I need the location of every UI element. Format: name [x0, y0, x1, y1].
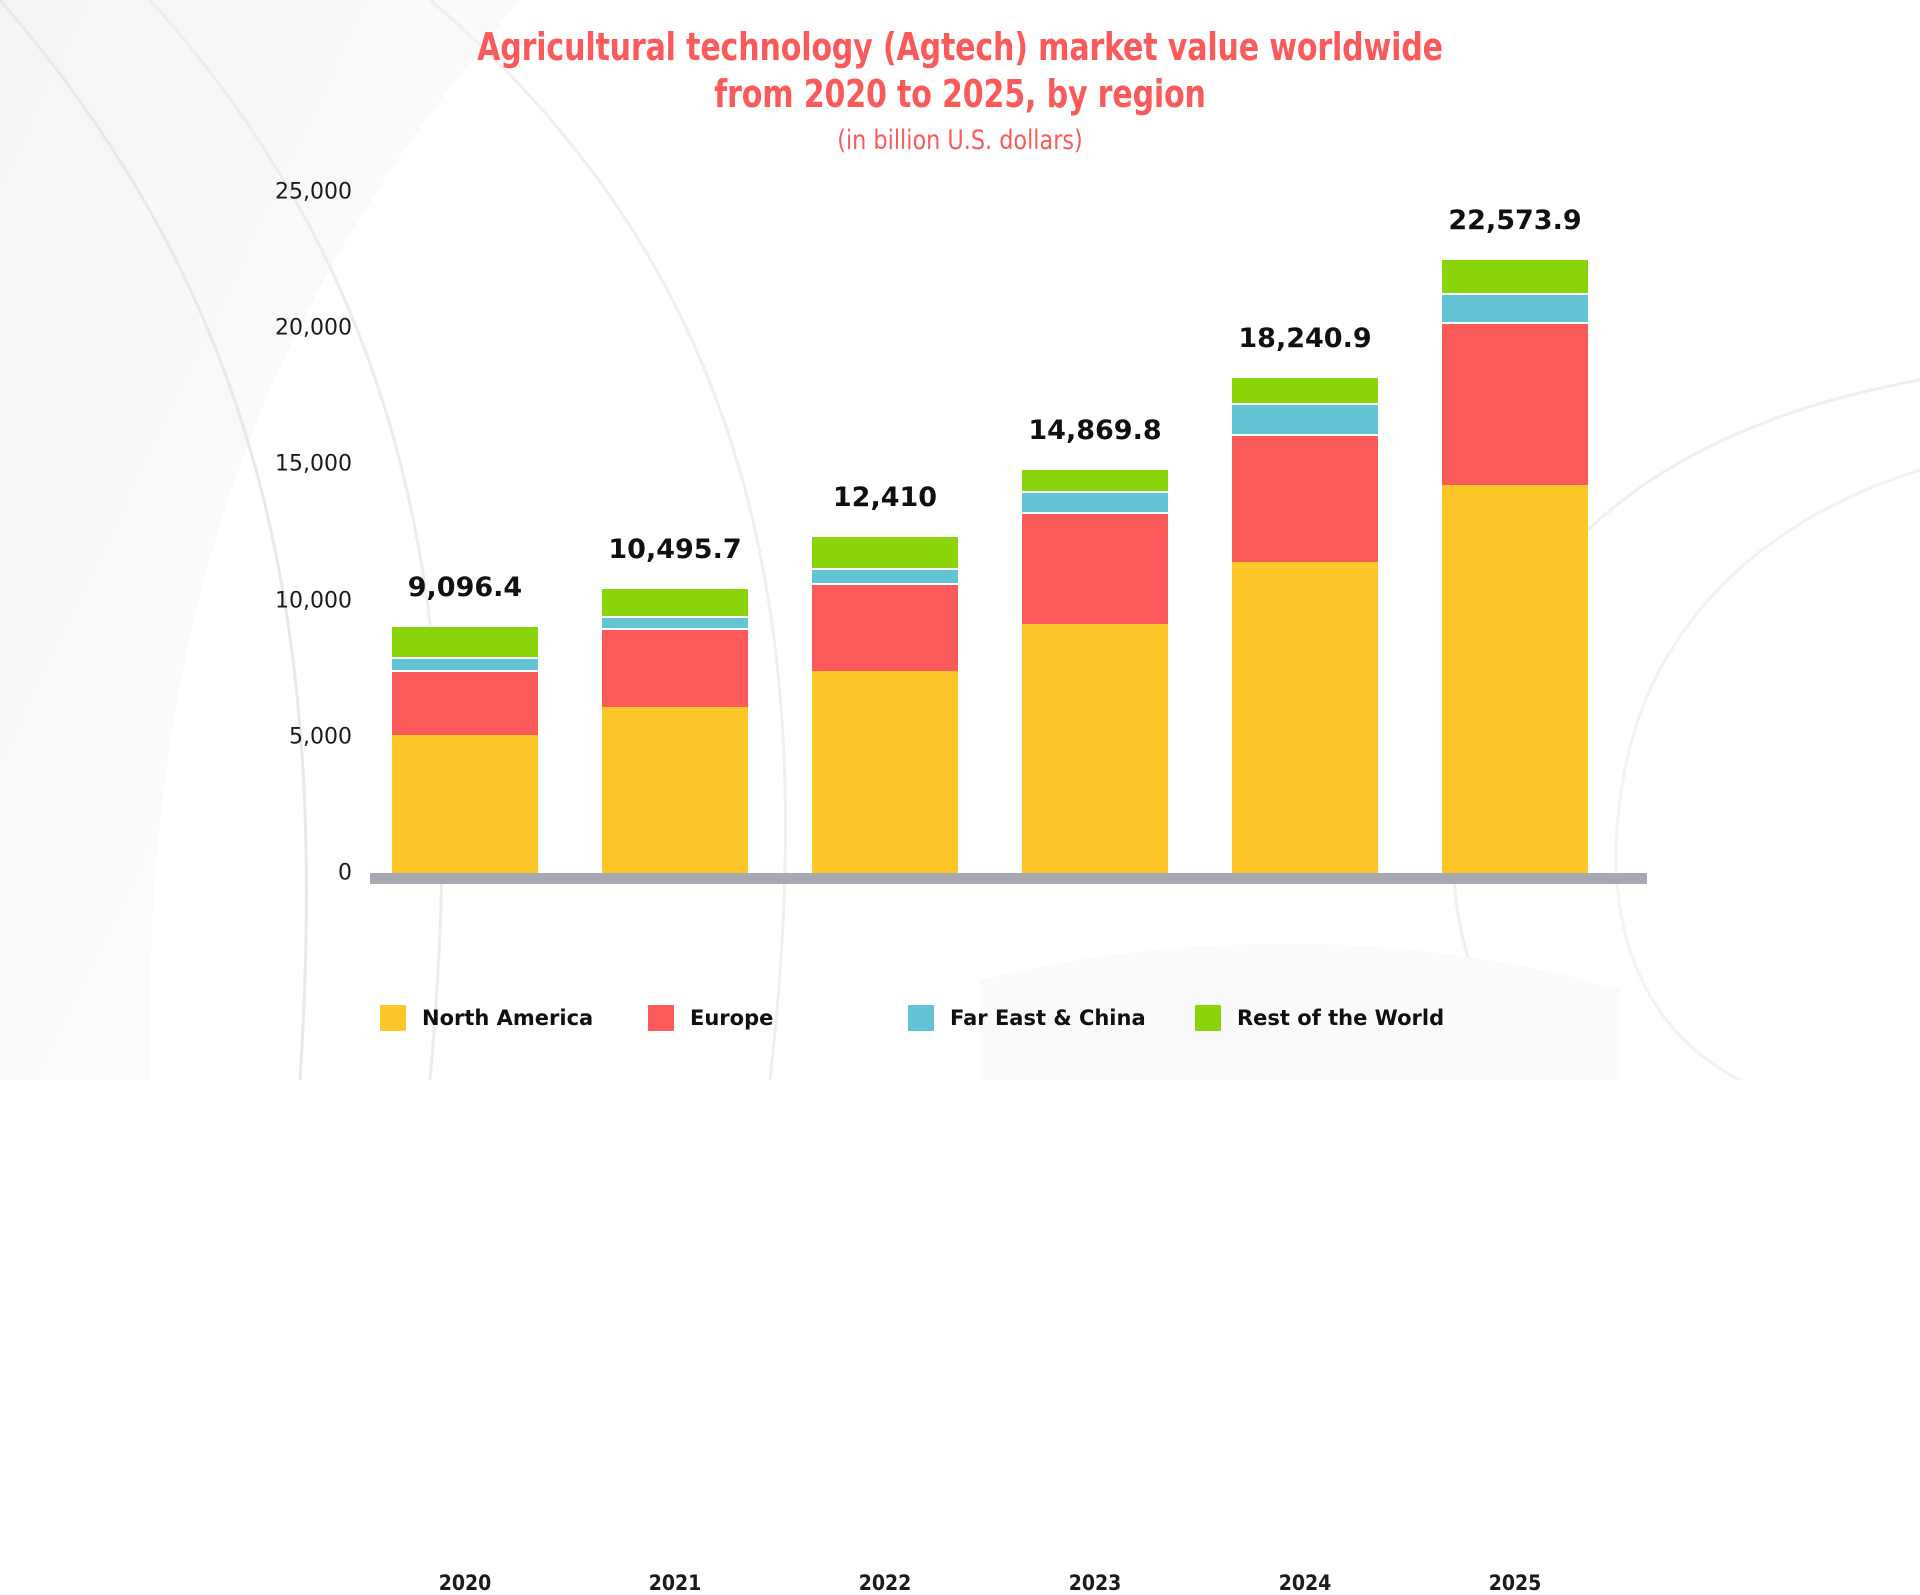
legend-item[interactable]: Rest of the World — [1195, 1004, 1444, 1032]
bar-value-label: 22,573.9 — [1448, 205, 1582, 237]
y-axis-tick: 15,000 — [275, 451, 352, 477]
bar-segment[interactable] — [602, 706, 748, 873]
legend-item[interactable]: North America — [380, 1004, 593, 1032]
bar-segment[interactable] — [812, 535, 958, 568]
stacked-bar[interactable] — [1232, 376, 1378, 873]
bar-segment[interactable] — [1232, 403, 1378, 435]
bar-segment[interactable] — [602, 587, 748, 616]
axis-baseline — [370, 873, 1647, 884]
legend-label: Rest of the World — [1237, 1006, 1445, 1030]
legend-color-swatch — [1195, 1005, 1221, 1031]
stacked-bar[interactable] — [1442, 258, 1588, 873]
legend-color-swatch — [908, 1005, 934, 1031]
legend-color-swatch — [648, 1005, 674, 1031]
x-axis-tick: 2025 — [1488, 1571, 1542, 1595]
bar-value-label: 10,495.7 — [608, 534, 742, 566]
stacked-bar[interactable] — [392, 625, 538, 873]
bar-value-label: 9,096.4 — [407, 572, 523, 604]
title-block: Agricultural technology (Agtech) market … — [0, 24, 1920, 158]
bar-segment[interactable] — [1022, 624, 1168, 873]
stacked-bar[interactable] — [1022, 467, 1168, 873]
bar-segment[interactable] — [812, 582, 958, 672]
bar-value-label: 12,410 — [832, 481, 938, 513]
bar-segment[interactable] — [602, 627, 748, 707]
plot-area: 0 5,000 10,000 15,000 20,000 25,000 9,096.4 20… — [275, 180, 1647, 1595]
bar-segment[interactable] — [1232, 376, 1378, 404]
chart-title: Agricultural technology (Agtech) market … — [477, 25, 1443, 116]
chart-legend: North America Europe Far East & China Rest … — [380, 1004, 1580, 1034]
bar-segment[interactable] — [1442, 321, 1588, 485]
bar-segment[interactable] — [602, 615, 748, 628]
legend-color-swatch — [380, 1005, 406, 1031]
y-axis-tick: 20,000 — [275, 315, 352, 341]
x-axis-tick: 2020 — [438, 1571, 492, 1595]
bar-segment[interactable] — [1442, 484, 1588, 873]
bar-segment[interactable] — [1232, 434, 1378, 563]
bar-segment[interactable] — [1022, 512, 1168, 625]
legend-item[interactable]: Europe — [648, 1004, 773, 1032]
bar-segment[interactable] — [1442, 258, 1588, 294]
chart-subtitle: (in billion U.S. dollars) — [837, 125, 1083, 156]
stacked-bar[interactable] — [602, 587, 748, 873]
legend-label: Far East & China — [950, 1006, 1146, 1030]
bar-segment[interactable] — [1022, 467, 1168, 491]
legend-item[interactable]: Far East & China — [908, 1004, 1146, 1032]
bar-segment[interactable] — [1442, 293, 1588, 322]
bar-segment[interactable] — [812, 567, 958, 583]
bar-segment[interactable] — [812, 671, 958, 873]
bar-segment[interactable] — [1022, 490, 1168, 513]
y-axis-tick: 25,000 — [275, 179, 352, 205]
x-axis-tick: 2024 — [1278, 1571, 1332, 1595]
bar-segment[interactable] — [392, 625, 538, 658]
stacked-bar[interactable] — [812, 535, 958, 873]
x-axis-tick: 2022 — [858, 1571, 912, 1595]
bar-segment[interactable] — [392, 657, 538, 670]
legend-label: North America — [422, 1006, 594, 1030]
y-axis-tick: 0 — [338, 860, 352, 886]
x-axis-tick: 2023 — [1068, 1571, 1122, 1595]
chart-figure: Agricultural technology (Agtech) market … — [0, 24, 1920, 1595]
x-axis-tick: 2021 — [648, 1571, 702, 1595]
y-axis-tick: 5,000 — [289, 724, 352, 750]
legend-label: Europe — [690, 1006, 774, 1030]
bar-segment[interactable] — [392, 734, 538, 873]
bar-segment[interactable] — [1232, 562, 1378, 873]
bar-segment[interactable] — [392, 669, 538, 735]
bar-value-label: 14,869.8 — [1028, 414, 1162, 446]
bar-value-label: 18,240.9 — [1238, 323, 1372, 355]
